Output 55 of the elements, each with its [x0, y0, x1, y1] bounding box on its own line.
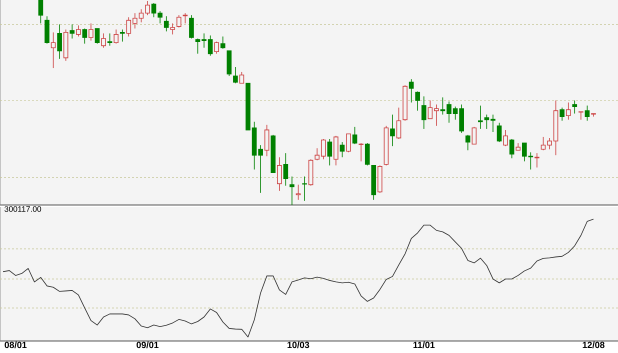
chart-title: 300117.00	[4, 206, 42, 212]
candlestick	[358, 142, 364, 162]
candlestick	[503, 130, 508, 147]
candlestick	[290, 176, 294, 205]
candlestick	[340, 142, 345, 158]
candlestick	[421, 96, 426, 130]
candlestick	[38, 0, 44, 24]
candlestick	[566, 102, 571, 120]
candlestick	[364, 142, 370, 166]
candlestick	[327, 138, 332, 166]
candlestick	[82, 28, 88, 44]
candlestick	[170, 22, 176, 35]
candlestick	[334, 136, 338, 166]
candlestick	[283, 152, 288, 186]
x-tick-label: 12/08	[582, 342, 604, 348]
candlestick	[396, 107, 402, 140]
x-tick-label: 11/01	[413, 342, 435, 348]
candlestick	[88, 22, 94, 41]
x-tick-label: 10/03	[288, 342, 310, 348]
candlestick	[214, 41, 220, 54]
candlestick	[346, 133, 351, 153]
candlestick	[239, 72, 244, 84]
candlestick	[277, 156, 282, 192]
candlestick	[352, 126, 358, 145]
candlestick	[302, 176, 307, 202]
candlestick	[572, 100, 578, 114]
candlestick	[465, 134, 470, 151]
candlestick	[560, 107, 564, 122]
candlestick	[114, 29, 119, 44]
candlestick	[76, 25, 81, 37]
candlestick	[578, 111, 584, 120]
candlestick	[220, 36, 226, 50]
candlestick	[189, 14, 194, 39]
candlestick	[478, 105, 483, 130]
candlestick	[233, 66, 238, 84]
candlestick	[390, 114, 395, 147]
candlestick	[44, 16, 50, 44]
candlestick	[120, 29, 125, 42]
candlestick	[226, 50, 232, 76]
candlestick	[101, 33, 106, 48]
candlestick	[50, 32, 56, 68]
candlestick	[584, 105, 590, 122]
candlestick	[496, 122, 502, 142]
candlestick	[415, 91, 420, 112]
candlestick	[472, 126, 477, 145]
candlestick	[176, 14, 182, 28]
candlestick	[107, 33, 112, 46]
candlestick	[70, 24, 75, 39]
x-tick-label: 08/01	[4, 342, 27, 348]
candlestick	[264, 124, 270, 157]
x-tick-label: 09/01	[136, 342, 159, 348]
candlestick	[57, 24, 62, 60]
candlestick	[164, 16, 169, 32]
candlestick	[509, 138, 514, 159]
candlestick	[94, 28, 100, 44]
